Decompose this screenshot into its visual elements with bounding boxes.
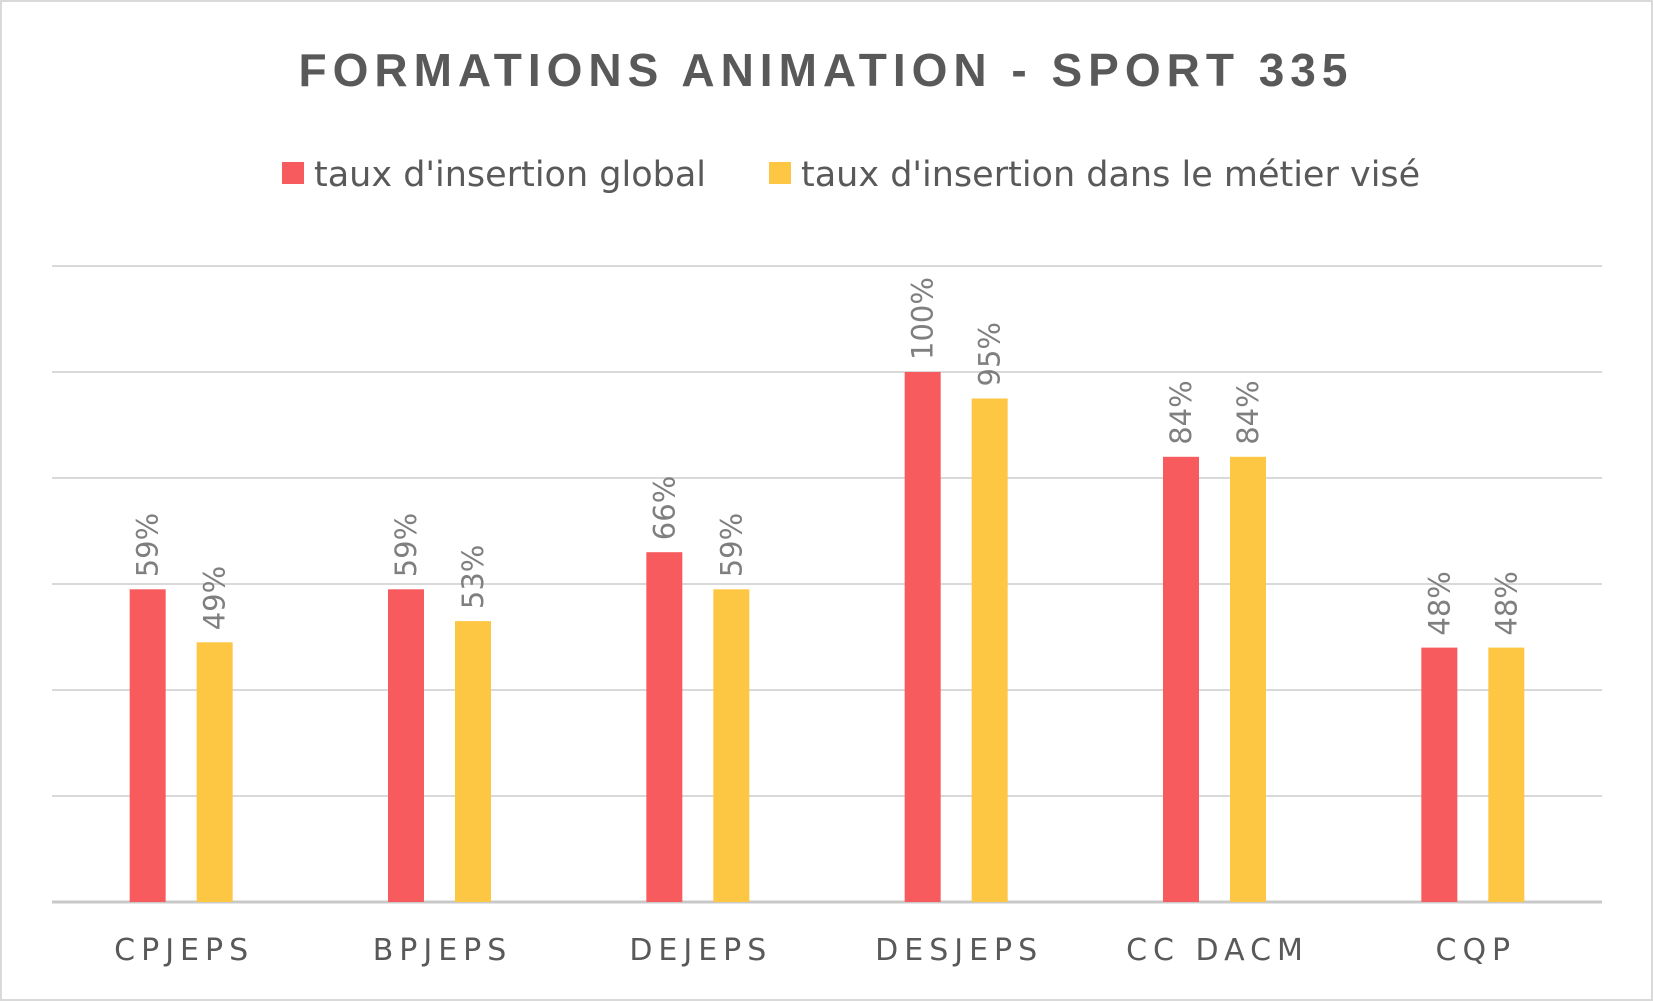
bar-metier-cpjeps (196, 642, 233, 902)
legend-swatch-global (282, 162, 304, 184)
data-label: 84% (1164, 380, 1198, 444)
category-label: CQP (1436, 933, 1517, 968)
bar-metier-cc-dacm (1230, 456, 1266, 902)
data-label: 100% (906, 277, 940, 360)
data-label: 49% (198, 566, 232, 630)
data-label: 59% (131, 513, 165, 577)
category-label: DEJEPS (629, 933, 772, 968)
legend-label-global: taux d'insertion global (314, 155, 706, 195)
category-label: DESJEPS (875, 933, 1043, 968)
bar-metier-bpjeps (455, 621, 491, 902)
bar-global-desjeps (904, 372, 941, 902)
bar-metier-dejeps (713, 589, 750, 902)
data-labels: 59% 49% 59% 53% 66% 59% 100% 95% 84% 84% 48% 48% (131, 277, 1524, 636)
bar-metier-desjeps (971, 398, 1008, 902)
category-label: CPJEPS (114, 933, 254, 968)
legend-item-global: taux d'insertion global (282, 155, 706, 195)
legend-swatch-metier (769, 162, 791, 184)
legend-item-metier: taux d'insertion dans le métier visé (769, 155, 1420, 195)
category-labels: CPJEPS BPJEPS DEJEPS DESJEPS CC DACM CQP (114, 933, 1517, 968)
bar-global-cc-dacm (1163, 456, 1199, 902)
data-label: 59% (714, 513, 748, 577)
legend-label-metier: taux d'insertion dans le métier visé (801, 155, 1420, 195)
data-label: 84% (1231, 380, 1265, 444)
bars (129, 372, 1525, 902)
bar-global-bpjeps (388, 589, 424, 902)
data-label: 48% (1422, 571, 1456, 635)
bar-metier-cqp (1488, 647, 1525, 902)
chart-title: FORMATIONS ANIMATION - SPORT 335 (299, 44, 1354, 96)
category-label: BPJEPS (373, 933, 513, 968)
legend: taux d'insertion global taux d'insertion… (282, 155, 1420, 195)
data-label: 48% (1489, 571, 1523, 635)
category-label: CC DACM (1126, 933, 1309, 968)
bar-global-cqp (1421, 647, 1458, 902)
bar-global-cpjeps (129, 589, 166, 902)
data-label: 95% (973, 322, 1007, 386)
data-label: 59% (389, 513, 423, 577)
data-label: 53% (456, 545, 490, 609)
data-label: 66% (647, 476, 681, 540)
gridlines (52, 265, 1602, 904)
bar-global-dejeps (646, 552, 683, 902)
